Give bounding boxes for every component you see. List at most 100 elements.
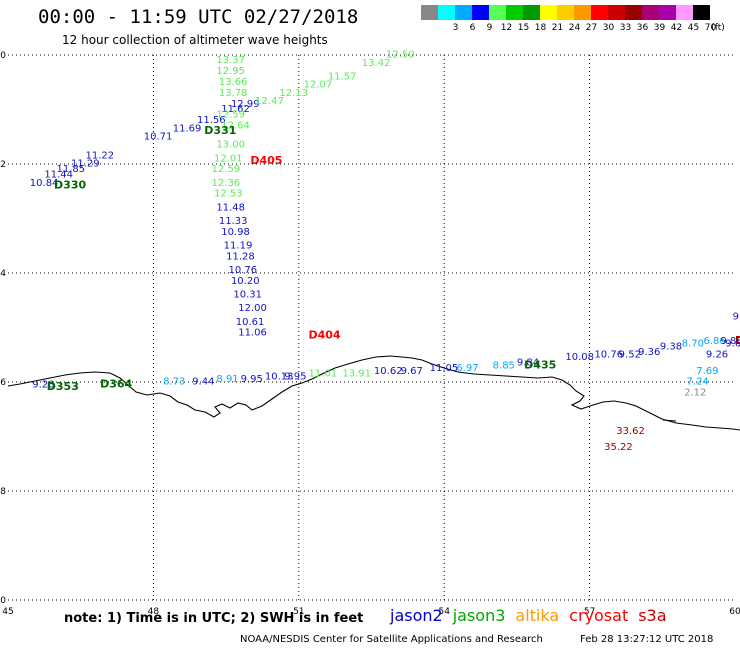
wave-height-label: 9.84 — [517, 358, 539, 369]
legend-swatch — [455, 5, 472, 20]
track-id-label: D353 — [47, 380, 79, 393]
legend-label: 30 — [602, 23, 615, 33]
wave-height-label: 33.62 — [616, 426, 645, 437]
wave-height-label: 11.28 — [226, 251, 255, 262]
wave-height-label: 11.69 — [173, 123, 202, 134]
longitude-label: 48 — [148, 607, 160, 617]
latitude-label: -64 — [0, 269, 6, 279]
legend-label: 15 — [517, 23, 530, 33]
legend-label: 36 — [636, 23, 649, 33]
legend-label: 18 — [534, 23, 547, 33]
legend-swatch — [574, 5, 591, 20]
track-id-label: D — [735, 334, 740, 347]
legend-swatch — [421, 5, 438, 20]
legend-unit: (ft) — [711, 23, 725, 33]
wave-height-label: 11.57 — [328, 72, 357, 83]
legend-swatch — [659, 5, 676, 20]
longitude-label: 54 — [438, 607, 450, 617]
wave-height-label: 12.99 — [231, 99, 260, 110]
legend-label: 70 — [704, 23, 717, 33]
legend-label: 33 — [619, 23, 632, 33]
latitude-label: -68 — [0, 487, 6, 497]
coastline — [7, 355, 740, 431]
satellite-name: s3a — [638, 606, 667, 625]
satellite-name: jason3 — [452, 606, 506, 625]
chart-title: 00:00 - 11:59 UTC 02/27/2018 — [38, 6, 359, 28]
legend-swatch — [693, 5, 710, 20]
satellite-name: cryosat — [569, 606, 629, 625]
legend-label: 6 — [469, 23, 476, 33]
footer-note: note: 1) Time is in UTC; 2) SWH is in fe… — [64, 611, 364, 626]
legend-label: 39 — [653, 23, 666, 33]
credit-line: NOAA/NESDIS Center for Satellite Applica… — [240, 634, 543, 645]
wave-height-label: 10.71 — [144, 131, 173, 142]
wave-height-label: 35.22 — [604, 442, 633, 453]
wave-height-label: 12.00 — [238, 303, 267, 314]
wave-height-label: 10.13 — [265, 371, 294, 382]
track-id-label: D364 — [100, 377, 132, 390]
wave-height-label: 7.69 — [696, 366, 718, 377]
wave-height-label: 12.64 — [221, 121, 250, 132]
wave-height-label: 13.42 — [362, 58, 391, 69]
wave-height-label: 12.36 — [212, 178, 241, 189]
legend-label: 24 — [568, 23, 581, 33]
wave-height-label: 10.98 — [221, 227, 250, 238]
wave-height-label: 10.76 — [594, 349, 623, 360]
wave-height-label: 12.01 — [214, 153, 243, 164]
antarctic-coastline — [7, 355, 740, 431]
wave-height-label: 9.95 — [241, 374, 263, 385]
satellite-legend: jason2 jason3 altika cryosat s3a — [390, 606, 677, 625]
latitude-label: -70 — [0, 596, 6, 606]
legend-label: 21 — [551, 23, 564, 33]
wave-height-label: 10.08 — [565, 352, 594, 363]
legend-swatch — [608, 5, 625, 20]
wave-height-label: 7.24 — [687, 377, 709, 388]
wave-height-label: 11.56 — [197, 115, 226, 126]
wave-height-label: 12.50 — [386, 50, 415, 61]
longitude-label: 45 — [2, 607, 13, 617]
latitude-label: -66 — [0, 378, 6, 388]
latitude-label: -62 — [0, 160, 6, 170]
wave-height-label: 8.85 — [493, 360, 515, 371]
track-id-label: D405 — [250, 154, 282, 167]
legend-swatch — [472, 5, 489, 20]
wave-height-label: 2.12 — [684, 388, 706, 399]
legend-label: 27 — [585, 23, 598, 33]
wave-height-label: 12.47 — [255, 96, 284, 107]
wave-height-label: 9.68 — [725, 339, 740, 350]
wave-height-labels: 13.3712.9513.6613.7812.9911.6212.5911.56… — [30, 50, 740, 453]
wave-height-label: 11.85 — [56, 164, 85, 175]
legend-swatch — [506, 5, 523, 20]
satellite-name: jason2 — [390, 606, 443, 625]
legend-label: 3 — [452, 23, 459, 33]
longitude-label: 57 — [584, 607, 595, 617]
legend-swatch — [642, 5, 659, 20]
wave-height-label: 12.59 — [212, 164, 241, 175]
wave-height-label: 10.61 — [236, 317, 265, 328]
wave-height-label: 11.22 — [86, 151, 115, 162]
wave-height-label: 9.26 — [706, 349, 728, 360]
legend-swatch — [540, 5, 557, 20]
wave-height-label: 11.29 — [71, 159, 100, 170]
wave-height-label: 9.88 — [720, 336, 740, 347]
wave-height-label: 13.37 — [216, 55, 245, 66]
generated-timestamp: Feb 28 13:27:12 UTC 2018 — [580, 634, 714, 645]
chart-subtitle: 12 hour collection of altimeter wave hei… — [62, 33, 328, 47]
wave-height-label: 10.76 — [229, 265, 258, 276]
legend-label: 9 — [486, 23, 493, 33]
wave-height-label: 9.95 — [284, 371, 306, 382]
coast-islet — [662, 419, 677, 422]
wave-height-label: 13.66 — [219, 77, 248, 88]
wave-height-label: 11.19 — [224, 240, 253, 251]
legend-swatch — [523, 5, 540, 20]
graticule: 45 48 51 54 57 60 -60 -62 -64 -66 -68 -70 — [0, 51, 740, 617]
wave-height-label: 9.28 — [32, 379, 54, 390]
wave-height-label: 9.38 — [660, 341, 682, 352]
wave-height-label: 9.69 — [733, 311, 740, 322]
legend-swatch — [557, 5, 574, 20]
wave-height-label: 11.44 — [44, 170, 73, 181]
wave-height-label: 9.44 — [192, 377, 214, 388]
wave-height-label: 12.07 — [304, 80, 333, 91]
wave-height-label: 6.86 — [703, 336, 725, 347]
track-labels: D330 D331 D405 D404 D353 D364 D435 D — [47, 124, 740, 393]
